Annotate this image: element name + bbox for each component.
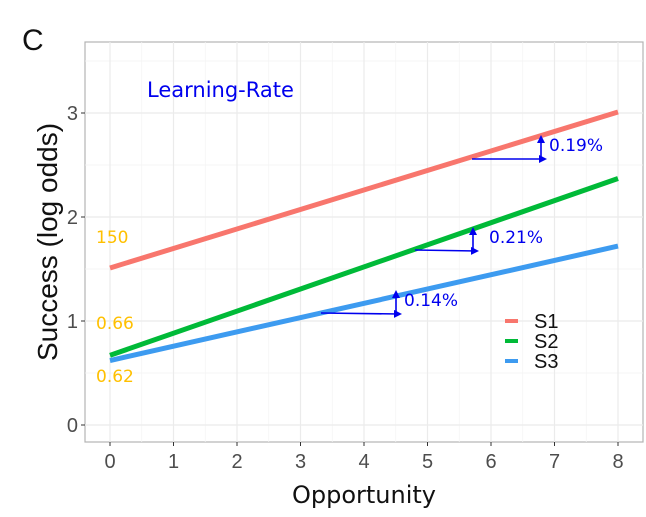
x-tick-label: 4	[358, 451, 369, 473]
x-tick-label: 7	[549, 451, 560, 473]
panel-label: C	[22, 24, 44, 57]
series-line-s1	[109, 109, 619, 271]
series-lines	[109, 109, 619, 363]
y-axis-title: Success (log odds)	[32, 123, 63, 361]
legend-label-s3: S3	[534, 351, 558, 373]
y-axis-ticks: 0 1 2 3	[67, 103, 85, 437]
slope-label-s1: 0.19%	[549, 136, 603, 156]
x-tick-label: 8	[612, 451, 623, 473]
slope-arrow-s1	[472, 135, 547, 163]
intercept-label-s3: 0.62	[96, 367, 134, 387]
y-tick-label: 1	[67, 311, 78, 333]
legend-label-s1: S1	[534, 311, 558, 333]
x-tick-label: 2	[231, 451, 242, 473]
intercept-label-s2: 0.66	[96, 314, 134, 334]
slope-label-s2: 0.21%	[489, 228, 543, 248]
x-axis-title: Opportunity	[292, 481, 436, 509]
plot-panel: 0 1 2 3 0 1 2 3 4 5 6 7 8	[67, 41, 644, 473]
series-line-s2	[109, 176, 619, 358]
x-tick-label: 1	[168, 451, 179, 473]
x-tick-label: 5	[422, 451, 433, 473]
series-line-s3	[109, 243, 619, 363]
x-axis-ticks: 0 1 2 3 4 5 6 7 8	[104, 442, 624, 473]
slope-arrow-s3	[320, 290, 402, 318]
x-tick-label: 6	[485, 451, 496, 473]
x-tick-label: 0	[104, 451, 115, 473]
learning-rate-title: Learning-Rate	[147, 78, 294, 102]
legend: S1 S2 S3	[505, 311, 558, 373]
slope-label-s3: 0.14%	[404, 291, 458, 311]
y-tick-label: 2	[67, 207, 78, 229]
intercept-label-s1: 150	[96, 228, 128, 248]
y-tick-label: 0	[67, 415, 78, 437]
legend-label-s2: S2	[534, 331, 558, 353]
x-tick-label: 3	[295, 451, 306, 473]
y-tick-label: 3	[67, 103, 78, 125]
slope-arrow-s2	[414, 227, 479, 255]
